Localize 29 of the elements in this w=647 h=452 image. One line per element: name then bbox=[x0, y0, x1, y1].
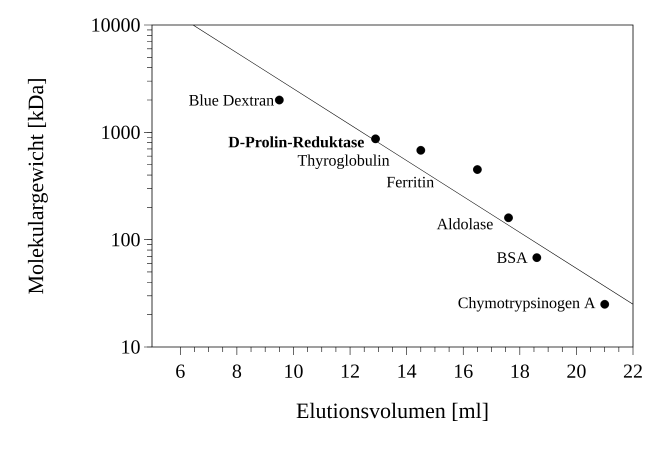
annotation: BSA bbox=[497, 252, 528, 263]
y-tick-label: 100 bbox=[112, 232, 140, 246]
x-tick-label: 6 bbox=[176, 364, 185, 378]
y-tick-label: 10 bbox=[122, 340, 140, 354]
x-tick-label: 10 bbox=[285, 364, 303, 378]
annotation: Chymotrypsinogen A bbox=[458, 297, 596, 312]
point bbox=[274, 96, 284, 104]
point bbox=[371, 134, 380, 144]
x-tick-label: 16 bbox=[455, 364, 473, 378]
annotation: Aldolase bbox=[436, 218, 493, 230]
x-tick-label: 20 bbox=[567, 364, 586, 378]
point bbox=[504, 213, 513, 222]
point bbox=[532, 253, 542, 262]
x-tick-label: 22 bbox=[624, 364, 642, 378]
x-tick-label: 8 bbox=[232, 364, 242, 378]
y-tick-label: 10000 bbox=[92, 18, 140, 32]
y-axis-title: Molekulargewicht [kDa] bbox=[28, 79, 48, 294]
annotation: Blue Dextran bbox=[189, 94, 274, 106]
y-tick-label: 1000 bbox=[102, 126, 140, 140]
point bbox=[473, 165, 482, 174]
point bbox=[416, 146, 426, 155]
annotation: D-Prolin-Reduktase bbox=[228, 136, 364, 148]
annotation: Thyroglobulin bbox=[298, 154, 390, 169]
x-tick-label: 14 bbox=[398, 364, 416, 378]
x-tick-label: 18 bbox=[512, 364, 530, 378]
annotation: Ferritin bbox=[386, 176, 434, 188]
x-tick-label: 12 bbox=[342, 364, 359, 378]
point bbox=[600, 300, 610, 309]
x-axis-title: Elutionsvolumen [ml] bbox=[296, 402, 488, 421]
